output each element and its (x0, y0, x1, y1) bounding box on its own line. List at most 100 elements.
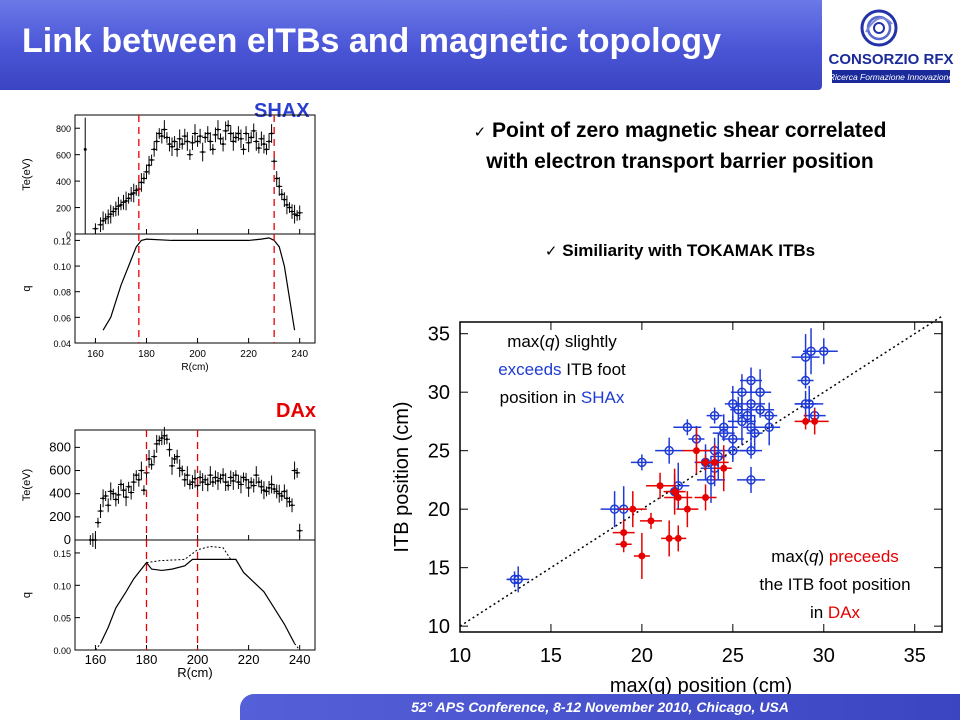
data-point (152, 455, 156, 458)
data-point (124, 199, 128, 203)
data-point (163, 128, 166, 131)
checkmark-icon: ✓ (544, 243, 558, 260)
q-profile-dotted-line (294, 643, 301, 651)
data-point (249, 480, 253, 484)
x-tick-label: 240 (291, 349, 308, 360)
data-point (665, 534, 673, 542)
data-point (234, 473, 238, 477)
y-tick-label: 800 (49, 439, 71, 454)
data-point (224, 480, 227, 484)
data-point (692, 447, 700, 455)
annotation-line: exceeds ITB foot (498, 360, 626, 379)
data-point (683, 505, 691, 513)
data-point (196, 140, 199, 143)
x-tick-label: 160 (87, 349, 104, 360)
data-point (746, 375, 756, 386)
data-point (137, 478, 141, 481)
data-point (244, 478, 248, 481)
y-tick-label: 0 (66, 230, 71, 240)
annotation-part: ) slightly (554, 332, 617, 351)
logo-name: CONSORZIO RFX (828, 51, 953, 68)
data-point (186, 473, 189, 477)
data-point (255, 473, 258, 477)
annotation-part: max( (507, 332, 545, 351)
data-point (252, 484, 255, 487)
data-point (637, 457, 647, 468)
data-point (749, 428, 760, 438)
data-point (280, 193, 284, 196)
data-point (99, 509, 102, 513)
x-tick-label: 220 (240, 349, 257, 360)
annotation-line: max(q) slightly (507, 332, 617, 351)
data-point (191, 141, 194, 144)
annotation-part: SHAx (581, 388, 625, 407)
data-point (193, 477, 197, 480)
y-tick-label: 600 (49, 463, 71, 478)
data-point (101, 497, 105, 500)
bullet-tokamak: ✓ Similiarity with TOKAMAK ITBs (490, 238, 870, 264)
data-point (173, 457, 176, 461)
data-point (117, 493, 120, 497)
rfx-swirl-logo (860, 9, 898, 47)
data-point (647, 517, 655, 525)
q-profile-line (99, 558, 296, 644)
data-point (221, 473, 225, 477)
data-point (804, 399, 814, 409)
data-point (204, 478, 207, 481)
annotation-part: ) (818, 547, 828, 566)
data-point (181, 469, 184, 472)
data-point (293, 212, 296, 216)
footer-bar: 52° APS Conference, 8-12 November 2010, … (240, 694, 960, 720)
q-profile-line (102, 237, 296, 331)
annotation-part: the ITB foot position (759, 575, 910, 594)
x-tick-label: 200 (189, 349, 206, 360)
data-point (83, 147, 87, 151)
data-point (155, 442, 158, 446)
checkmark-icon: ✓ (473, 124, 487, 141)
data-point (114, 498, 118, 501)
data-point (150, 463, 153, 466)
data-point (737, 387, 747, 397)
y-tick-label: 0 (64, 532, 71, 547)
data-point (214, 476, 217, 479)
y-tick-label: 0.06 (53, 313, 71, 323)
data-point (737, 416, 747, 427)
data-point (270, 132, 273, 135)
data-point (198, 476, 202, 479)
data-point (819, 346, 829, 356)
data-point (293, 469, 296, 472)
shax-q-panel: 0.04 0.06 0.08 0.10 0.12 q 160 180 200 220 240 R(cm… (21, 233, 316, 373)
data-point (755, 387, 765, 397)
data-point (674, 534, 682, 542)
data-point (178, 467, 181, 470)
data-point (702, 493, 710, 501)
data-point (682, 422, 693, 433)
y-tick-label: 10 (428, 616, 450, 638)
data-point (165, 136, 169, 139)
data-point (201, 150, 204, 154)
data-point (237, 480, 240, 484)
y-axis-label: ITB position (cm) (391, 401, 413, 552)
y-tick-label: 0.05 (53, 614, 71, 624)
y-tick-label: 200 (56, 204, 71, 214)
data-point (513, 574, 523, 585)
data-point (718, 422, 729, 433)
data-point (275, 177, 278, 180)
y-axis-label: q (21, 285, 33, 291)
data-point (244, 132, 248, 135)
data-point (229, 476, 232, 479)
slide-title: Link between eITBs and magnetic topology (22, 22, 721, 60)
data-point (219, 477, 222, 480)
profile-plots: 0 200 400 600 800 Te(eV) 0.04 0.06 0.08 0.10 0.12… (21, 114, 316, 680)
q-profile-dotted-line (95, 643, 101, 651)
logo-subtitle-bar (832, 70, 950, 83)
data-point (168, 448, 171, 451)
data-point (728, 445, 738, 456)
dax-te-panel: 0 200 400 600 800 Te(eV) (21, 426, 316, 549)
data-point (188, 483, 192, 486)
annotation-part: q (809, 547, 819, 566)
annotation-part: DAx (828, 603, 861, 622)
x-tick-label: 200 (187, 652, 209, 667)
y-tick-label: 30 (428, 382, 450, 404)
data-point (106, 504, 110, 507)
